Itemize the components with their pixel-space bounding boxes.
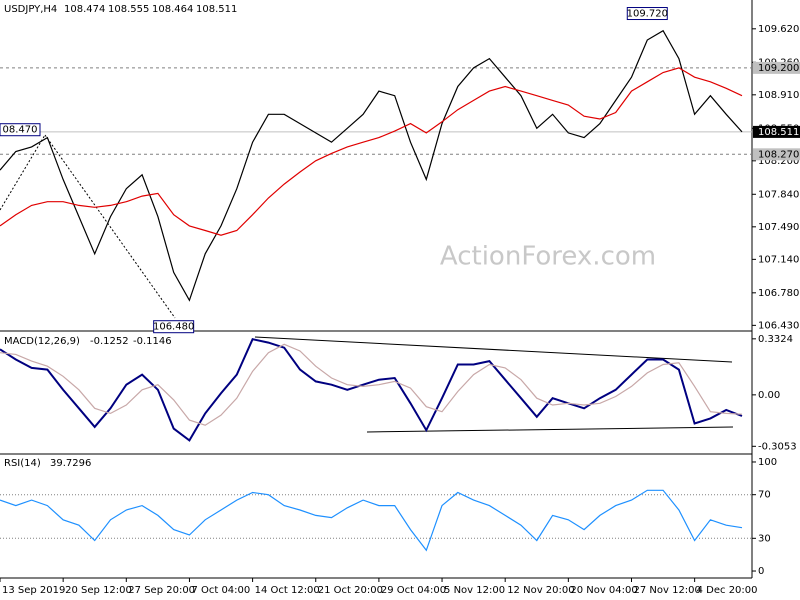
trend-line [366,426,734,433]
annotation-label: 08.470 [3,125,38,136]
annotation-box [153,320,195,334]
level-label: 108.270 [758,149,799,160]
price-box [753,125,800,138]
x-tick-label: 21 Oct 20:00 [318,585,383,596]
y-tick-label: 107.840 [758,189,799,200]
series-line [0,67,743,236]
ohlc-value: 108.474 [64,4,105,15]
chart-title: USDJPY,H4 [4,4,57,15]
x-tick-label: 5 Nov 12:00 [444,585,505,596]
series-line [0,489,743,552]
series-line [0,29,743,302]
level-box [753,61,800,74]
y-tick-label: 0.00 [758,390,780,401]
panel-title: RSI(14) [4,458,41,469]
panel-value: -0.1252 [90,336,129,347]
ohlc-value: 108.464 [152,4,193,15]
annotation-label: 109.720 [627,9,668,20]
y-tick-label: -0.3053 [758,441,797,452]
watermark: ActionForex.com [440,242,656,272]
x-tick-label: 29 Oct 04:00 [381,585,446,596]
y-tick-label: 100 [758,457,777,468]
x-tick-label: 12 Nov 20:00 [507,585,574,596]
level-label: 109.200 [758,63,799,74]
series-line [0,343,743,426]
x-tick-label: 7 Oct 04:00 [191,585,250,596]
x-tick-label: 27 Sep 20:00 [128,585,195,596]
panel-value: -0.1146 [133,336,172,347]
level-box [753,148,800,161]
x-tick-label: 27 Nov 12:00 [633,585,700,596]
y-tick-label: 106.430 [758,320,799,331]
ohlc-value: 108.511 [196,4,237,15]
price-label: 108.511 [758,127,799,138]
y-tick-label: 0.3324 [758,334,793,345]
panel-title: MACD(12,26,9) [4,336,80,347]
annotation-box [626,7,668,21]
x-tick-label: 13 Sep 2019 [2,585,65,596]
trend-line [254,336,733,363]
trend-line [44,134,176,319]
y-tick-label: 70 [758,490,771,501]
y-tick-label: 108.200 [758,156,799,167]
trend-line [0,134,46,211]
y-tick-label: 108.910 [758,90,799,101]
y-tick-label: 30 [758,533,771,544]
ohlc-value: 108.555 [108,4,149,15]
series-line [0,338,743,442]
x-tick-label: 14 Oct 12:00 [255,585,320,596]
y-tick-label: 109.620 [758,24,799,35]
x-tick-label: 4 Dec 20:00 [697,585,758,596]
annotation-label: 106.480 [153,322,194,333]
annotation-box [0,123,41,137]
y-tick-label: 106.780 [758,288,799,299]
panel-value: 39.7296 [50,458,91,469]
y-tick-label: 107.490 [758,222,799,233]
x-tick-label: 20 Sep 12:00 [65,585,132,596]
x-tick-label: 20 Nov 04:00 [570,585,637,596]
y-tick-label: 0 [758,566,764,577]
y-tick-label: 107.140 [758,254,799,265]
